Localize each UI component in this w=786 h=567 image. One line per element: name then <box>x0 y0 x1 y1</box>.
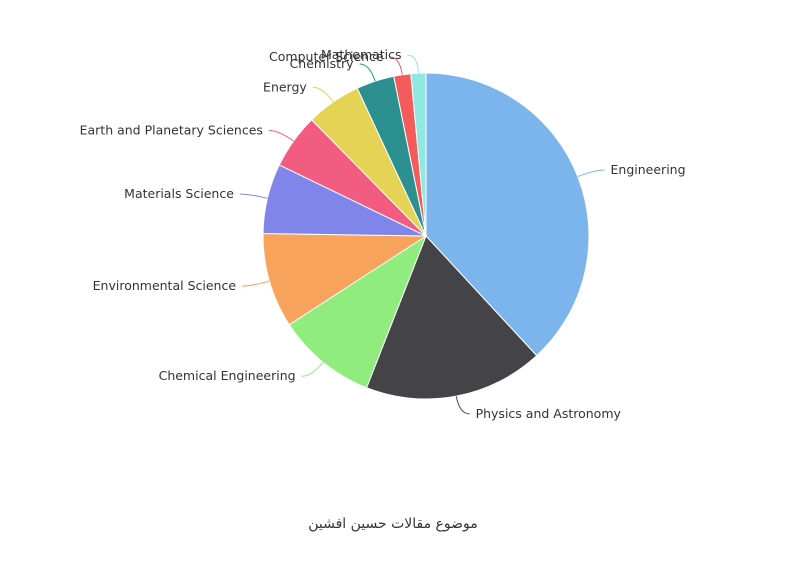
connector-physics-and-astronomy <box>456 396 469 414</box>
data-label-environmental-science: Environmental Science <box>93 278 237 293</box>
data-label-engineering: Engineering <box>611 162 686 177</box>
connector-chemical-engineering <box>302 362 323 376</box>
pie-slices <box>263 73 589 399</box>
connector-mathematics <box>408 55 419 73</box>
data-label-energy: Energy <box>263 79 307 94</box>
data-label-chemical-engineering: Chemical Engineering <box>159 368 296 383</box>
data-label-materials-science: Materials Science <box>124 186 234 201</box>
connector-energy <box>313 87 333 102</box>
connector-materials-science <box>240 194 268 198</box>
data-label-earth-and-planetary-sciences: Earth and Planetary Sciences <box>80 123 263 138</box>
connector-chemistry <box>360 64 376 81</box>
data-label-mathematics: Mathematics <box>321 47 402 62</box>
data-label-physics-and-astronomy: Physics and Astronomy <box>476 406 622 421</box>
connector-earth-and-planetary-sciences <box>269 131 294 141</box>
connector-environmental-science <box>242 281 269 286</box>
chart-caption: موضوع مقالات حسین افشین <box>0 516 786 532</box>
connector-engineering <box>578 170 605 177</box>
